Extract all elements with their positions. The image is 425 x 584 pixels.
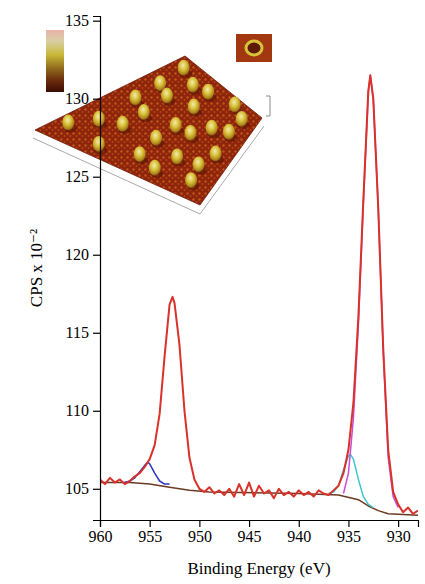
inset-grain [236, 111, 248, 127]
tick: 935 [337, 520, 361, 545]
tick: 110 [66, 402, 100, 419]
tick-label: 935 [337, 528, 361, 545]
chart: 9609559509459409359301051101151201251301… [0, 0, 425, 584]
tick: 120 [65, 246, 100, 263]
inset-surface [35, 56, 262, 205]
inset-grain [170, 117, 182, 133]
tick-mark [299, 520, 300, 527]
tick: 115 [66, 324, 100, 341]
tick-label: 125 [65, 168, 89, 185]
series-line [343, 75, 398, 507]
inset-grain [185, 125, 197, 141]
inset-grain [150, 130, 162, 146]
series-line [125, 462, 170, 484]
inset-grain [171, 149, 183, 165]
tick-mark [93, 411, 100, 412]
y-axis-title: CPS x 10⁻² [27, 229, 46, 307]
axis-line [93, 17, 101, 521]
inset-grain [188, 99, 200, 115]
tick-label: 130 [65, 90, 89, 107]
tick-mark [93, 489, 100, 490]
tick-mark [93, 99, 100, 100]
tick-mark [199, 520, 200, 527]
inset-grain [138, 104, 150, 120]
inset-grain [223, 124, 235, 140]
tick: 125 [65, 168, 100, 185]
tick-label: 110 [66, 402, 89, 419]
inset-grain [62, 114, 74, 130]
inset-scale [266, 96, 270, 116]
tick-label: 945 [238, 528, 262, 545]
tick: 930 [387, 520, 411, 545]
tick: 940 [287, 520, 311, 545]
tick-label: 950 [188, 528, 212, 545]
series-line [100, 75, 418, 513]
inset-colorbar [46, 30, 64, 92]
tick-label: 930 [387, 528, 411, 545]
tick: 105 [65, 480, 100, 497]
axis-line [101, 521, 419, 528]
inset-grain [193, 156, 205, 172]
inset-grain [206, 120, 218, 136]
tick: 945 [238, 520, 262, 545]
series-line [329, 454, 374, 507]
plot-area [100, 75, 418, 515]
inset-grain [93, 111, 105, 127]
tick-mark [398, 520, 399, 527]
tick-label: 960 [89, 528, 113, 545]
tick: 135 [65, 12, 100, 29]
tick-mark [93, 333, 100, 334]
inset-grain [93, 136, 105, 152]
tick-label: 135 [65, 12, 89, 29]
inset-grain [202, 84, 214, 100]
tick: 960 [89, 520, 113, 545]
tick-label: 105 [65, 480, 89, 497]
inset-grain [185, 172, 197, 188]
tick: 950 [188, 520, 212, 545]
inset-thumbnail [236, 34, 272, 62]
tick-mark [150, 520, 151, 527]
inset-grain [129, 90, 141, 106]
tick-label: 115 [66, 324, 89, 341]
tick-mark [93, 21, 100, 22]
tick-mark [249, 520, 250, 527]
inset-grain [229, 97, 241, 113]
tick-mark [93, 177, 100, 178]
inset-grain [161, 88, 173, 104]
inset-image [33, 30, 272, 214]
inset-grain [178, 60, 190, 76]
x-axis: 960 955 950 945 940 935 930 [89, 520, 419, 545]
inset-grain [187, 77, 199, 93]
x-axis-title: Binding Energy (eV) [187, 559, 330, 578]
inset-grain [134, 146, 146, 162]
inset-thumbnail-ring [246, 41, 262, 55]
tick: 955 [138, 520, 162, 545]
tick-mark [93, 255, 100, 256]
y-axis: 105 110 115 120 125 130 135 [65, 12, 101, 520]
inset-grain [210, 146, 222, 162]
tick-mark [348, 520, 349, 527]
tick: 130 [65, 90, 100, 107]
inset-grain [117, 116, 129, 132]
tick-label: 940 [287, 528, 311, 545]
inset-grain [149, 160, 161, 176]
tick-label: 120 [65, 246, 89, 263]
tick-label: 955 [138, 528, 162, 545]
